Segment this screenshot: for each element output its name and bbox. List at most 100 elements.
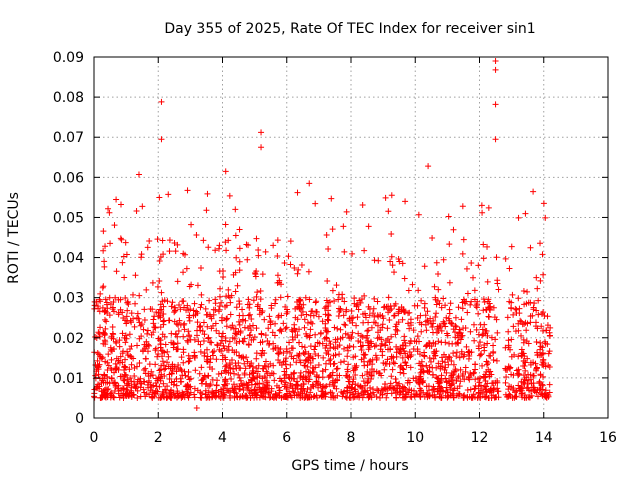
data-point: [335, 313, 342, 320]
data-point: [448, 372, 455, 379]
data-point: [343, 394, 350, 401]
data-point: [435, 286, 442, 293]
data-point: [442, 375, 449, 382]
data-point: [225, 286, 232, 293]
data-point: [154, 377, 161, 384]
data-point: [310, 368, 317, 375]
chart-title: Day 355 of 2025, Rate Of TEC Index for r…: [164, 21, 535, 37]
data-point: [388, 231, 395, 238]
data-point: [492, 101, 499, 108]
data-point: [104, 373, 111, 380]
data-point: [191, 391, 198, 398]
data-point: [516, 371, 523, 378]
data-point: [534, 325, 541, 332]
data-point: [307, 326, 314, 333]
data-point: [174, 278, 181, 285]
data-point: [287, 238, 294, 245]
data-point: [223, 247, 230, 254]
data-point: [516, 305, 523, 312]
data-point: [430, 320, 437, 327]
data-point: [377, 327, 384, 334]
data-point: [311, 346, 318, 353]
data-point: [149, 306, 156, 313]
data-point: [307, 343, 314, 350]
data-point: [292, 385, 299, 392]
data-point: [475, 345, 482, 352]
data-point: [313, 298, 320, 305]
data-point: [172, 248, 179, 255]
data-point: [388, 355, 395, 362]
data-point: [407, 364, 414, 371]
data-point: [187, 389, 194, 396]
data-point: [475, 262, 482, 269]
data-point: [185, 314, 192, 321]
data-point: [372, 352, 379, 359]
data-point: [471, 287, 478, 294]
data-point: [406, 386, 413, 393]
data-point: [137, 375, 144, 382]
data-point: [97, 298, 104, 305]
data-point: [345, 361, 352, 368]
data-point: [104, 366, 111, 373]
data-point: [128, 389, 135, 396]
data-point: [297, 372, 304, 379]
data-point: [455, 392, 462, 399]
data-point: [193, 404, 200, 411]
data-point: [122, 356, 129, 363]
data-point: [341, 358, 348, 365]
data-point: [379, 321, 386, 328]
data-point: [357, 299, 364, 306]
data-point: [323, 342, 330, 349]
data-point: [485, 204, 492, 211]
data-point: [446, 241, 453, 248]
data-point: [152, 345, 159, 352]
data-point: [303, 356, 310, 363]
data-point: [480, 307, 487, 314]
data-point: [241, 324, 248, 331]
data-point: [216, 268, 223, 275]
data-point: [197, 323, 204, 330]
data-point: [102, 243, 109, 250]
data-point: [203, 311, 210, 318]
data-point: [401, 333, 408, 340]
data-point: [488, 334, 495, 341]
data-point: [253, 391, 260, 398]
data-point: [94, 357, 101, 364]
data-point: [128, 319, 135, 326]
data-point: [139, 203, 146, 210]
data-point: [456, 383, 463, 390]
data-point: [480, 241, 487, 248]
data-point: [405, 287, 412, 294]
data-point: [391, 385, 398, 392]
data-point: [458, 348, 465, 355]
data-point: [124, 298, 131, 305]
data-point: [373, 393, 380, 400]
data-point: [368, 366, 375, 373]
data-point: [533, 274, 540, 281]
data-point: [494, 379, 501, 386]
data-point: [494, 280, 501, 287]
data-point: [281, 368, 288, 375]
data-point: [459, 250, 466, 257]
data-point: [108, 374, 115, 381]
data-point: [197, 304, 204, 311]
data-point: [101, 386, 108, 393]
data-point: [471, 337, 478, 344]
data-point: [160, 310, 167, 317]
data-point: [435, 338, 442, 345]
data-point: [205, 372, 212, 379]
data-point: [289, 345, 296, 352]
data-point: [108, 348, 115, 355]
data-point: [440, 321, 447, 328]
x-tick-label: 6: [282, 430, 291, 446]
data-point: [392, 323, 399, 330]
data-point: [391, 360, 398, 367]
data-point: [198, 291, 205, 298]
data-point: [487, 385, 494, 392]
data-point: [515, 382, 522, 389]
data-point: [535, 393, 542, 400]
data-point: [400, 307, 407, 314]
data-point: [320, 354, 327, 361]
data-point: [365, 377, 372, 384]
data-point: [312, 299, 319, 306]
